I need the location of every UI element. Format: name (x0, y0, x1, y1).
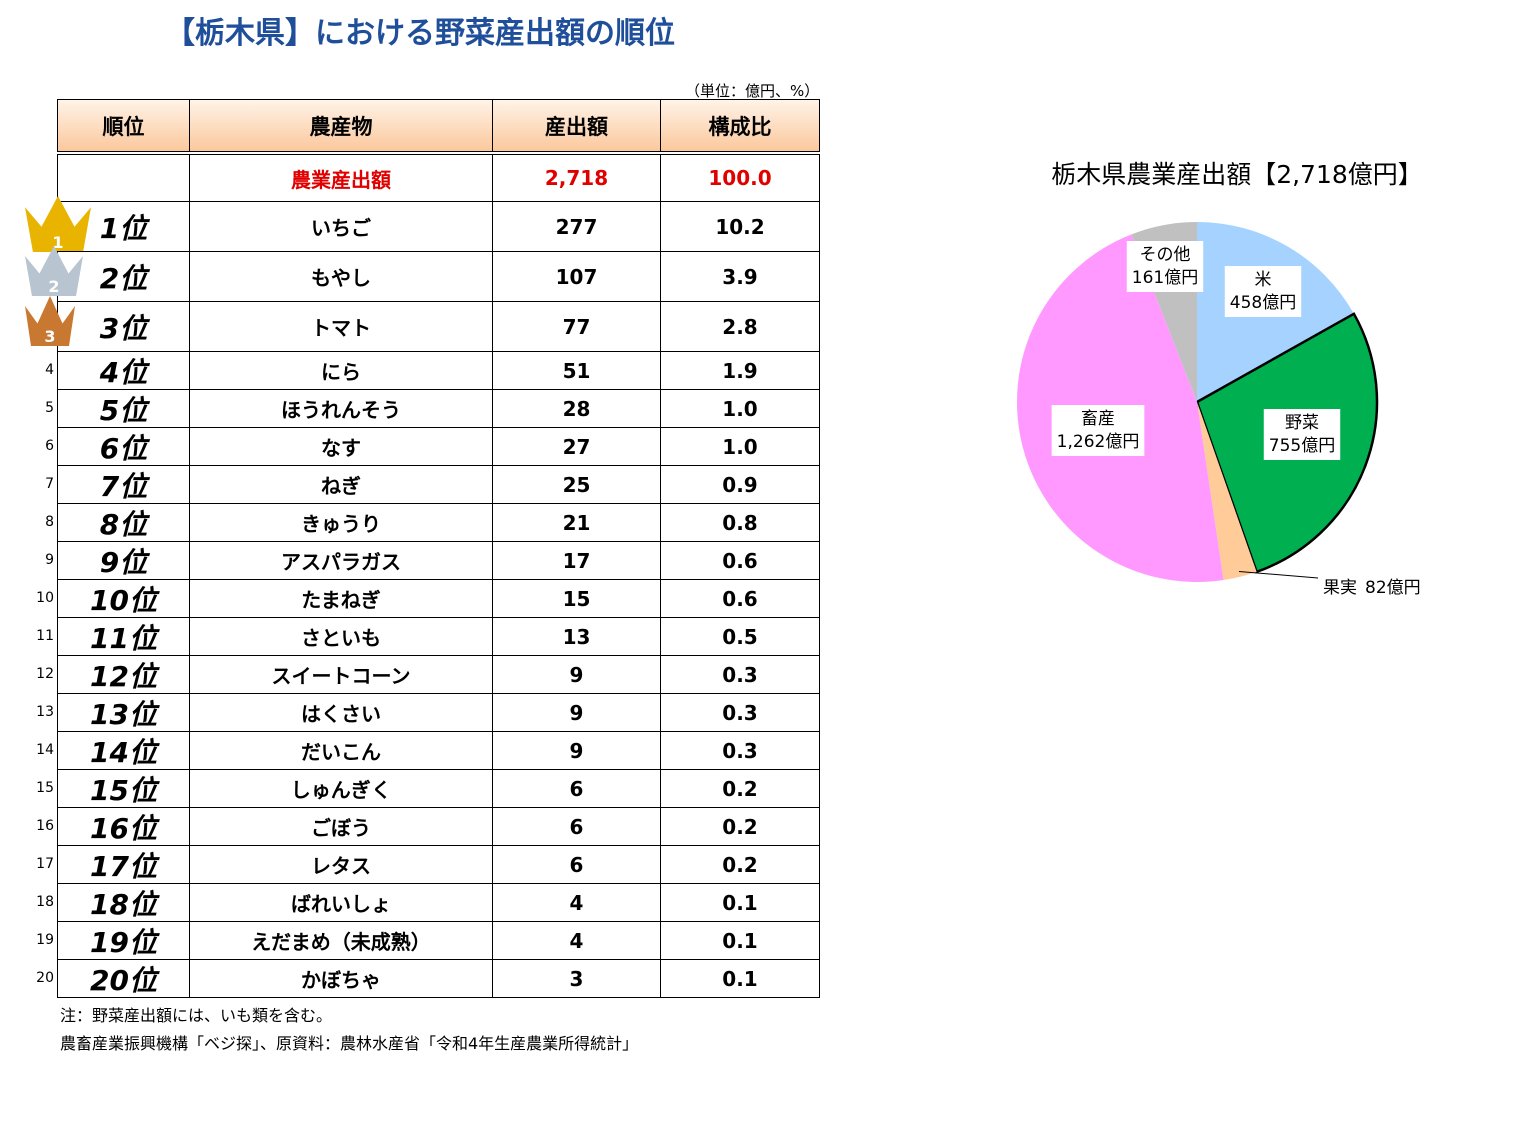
crop: ほうれんそう (189, 389, 493, 428)
note: 注：野菜産出額には、いも類を含む。 (60, 1006, 333, 1025)
side-number: 5 (45, 400, 54, 416)
rank: 12位 (57, 655, 190, 694)
slice-label: 野菜 (1285, 413, 1319, 433)
side-number: 12 (36, 666, 54, 682)
label-box (1126, 241, 1204, 292)
side-number: 18 (36, 894, 54, 910)
source: 農畜産業振興機構「ベジ探」、原資料：農林水産省「令和4年生産農業所得統計」 (60, 1034, 639, 1053)
share: 0.5 (660, 617, 820, 656)
side-number: 11 (36, 628, 54, 644)
side-number: 10 (36, 590, 54, 606)
rank: 10位 (57, 579, 190, 618)
share: 0.1 (660, 959, 820, 998)
column-header: 順位 (57, 99, 190, 152)
slice-label: 米 (1255, 270, 1272, 290)
slice-value-label: 458億円 (1230, 293, 1296, 313)
amount: 27 (492, 427, 661, 466)
crop: アスパラガス (189, 541, 493, 580)
side-number: 20 (36, 970, 54, 986)
slice-label: 畜産 (1081, 409, 1115, 429)
side-number: 6 (45, 438, 54, 454)
rank: 20位 (57, 959, 190, 998)
slice-value-label: 755億円 (1269, 436, 1335, 456)
slice-value-label: 161億円 (1132, 268, 1198, 288)
label-box (1224, 266, 1302, 317)
share: 10.2 (660, 201, 820, 252)
side-number: 14 (36, 742, 54, 758)
share: 0.6 (660, 541, 820, 580)
crop: かぼちゃ (189, 959, 493, 998)
slice-value-label: 1,262億円 (1057, 432, 1140, 452)
slice-label: 果実 82億円 (1323, 578, 1421, 598)
pie-slice (1197, 402, 1257, 581)
slice-label: その他 (1140, 245, 1191, 265)
rank: 4位 (57, 351, 190, 390)
side-number: 7 (45, 476, 54, 492)
side-number: 15 (36, 780, 54, 796)
column-header: 農産物 (189, 99, 493, 152)
label-box (1051, 405, 1145, 456)
double-line (58, 152, 820, 155)
unit-note: （単位：億円、%） (685, 82, 820, 100)
page-title: 【栃木県】における野菜産出額の順位 (165, 16, 675, 51)
column-header: 構成比 (660, 99, 820, 152)
rank: 11位 (57, 617, 190, 656)
side-number: 19 (36, 932, 54, 948)
chart-title: 栃木県農業産出額【2,718億円】 (1051, 160, 1423, 189)
side-number: 16 (36, 818, 54, 834)
side-number: 17 (36, 856, 54, 872)
side-number: 13 (36, 704, 54, 720)
side-number: 9 (45, 552, 54, 568)
leader-line (1238, 570, 1319, 579)
label-box (1263, 409, 1341, 460)
side-number: 4 (45, 362, 54, 378)
side-number: 8 (45, 514, 54, 530)
